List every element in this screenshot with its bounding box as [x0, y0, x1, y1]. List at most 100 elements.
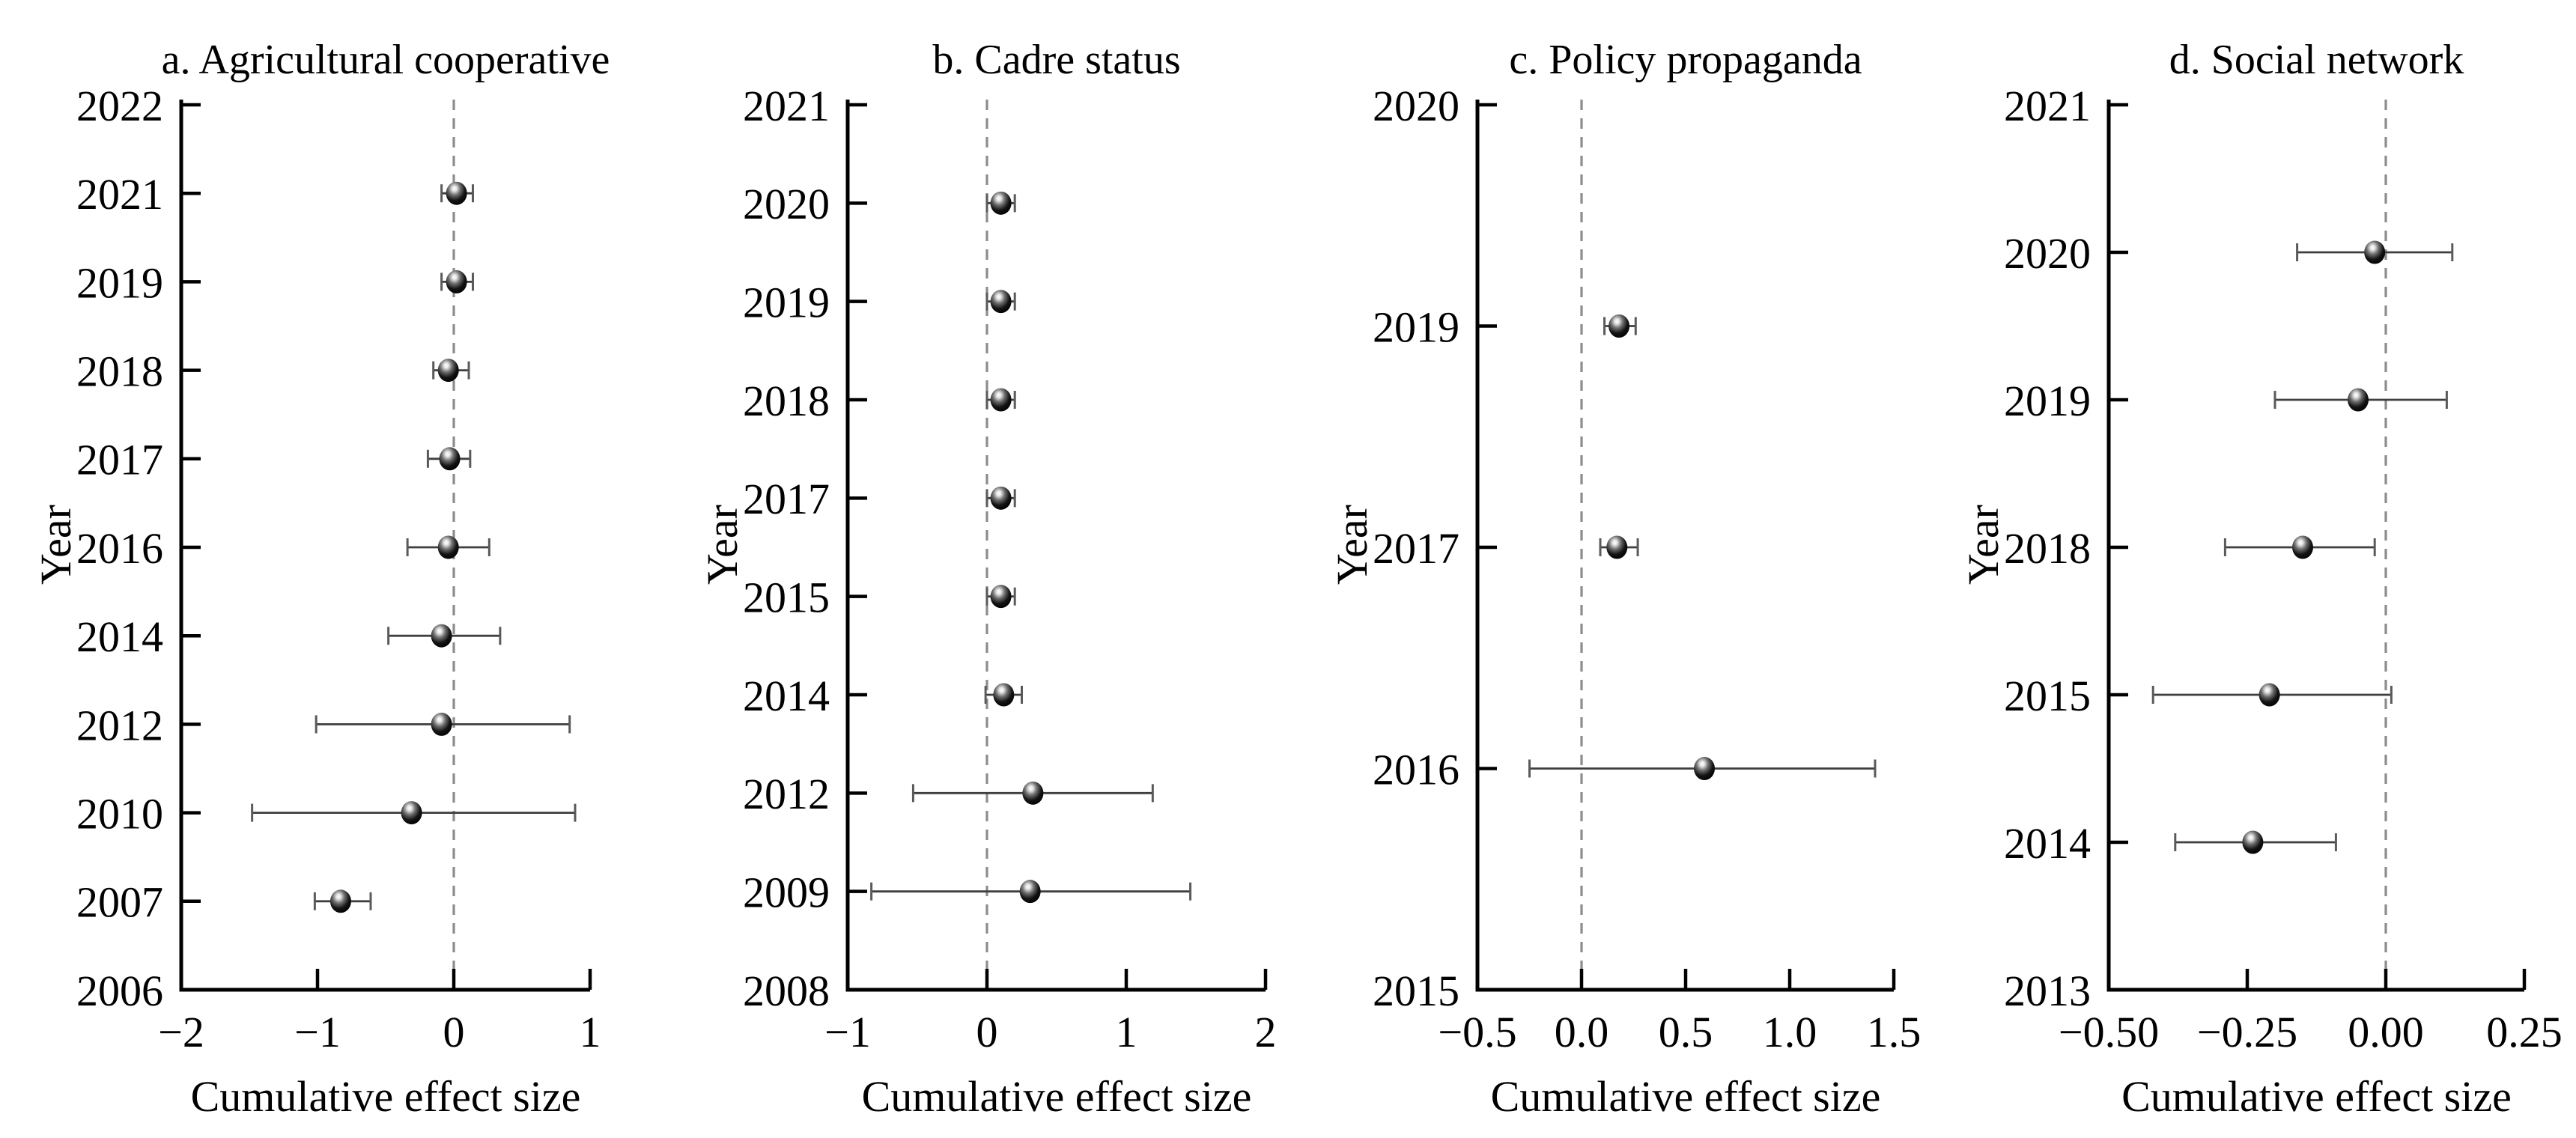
- data-row-2017: [426, 447, 472, 471]
- data-row-2019: [1603, 314, 1637, 338]
- x-tick-label: −1: [294, 1008, 341, 1056]
- x-tick-label: 2: [1255, 1008, 1277, 1056]
- panel-title-a: a. Agricultural cooperative: [162, 37, 610, 83]
- data-row-2014: [984, 683, 1023, 707]
- data-point-marker-2018: [437, 359, 459, 383]
- data-point-marker-2019: [990, 290, 1012, 314]
- y-tick-label-2013: 2013: [2004, 967, 2091, 1015]
- y-tick-label-2018: 2018: [2004, 524, 2091, 573]
- x-tick-label: 1: [1116, 1008, 1137, 1056]
- axis-lines: [2106, 100, 2524, 992]
- y-tick-label-2012: 2012: [743, 770, 830, 818]
- data-point-marker-2017: [990, 486, 1012, 510]
- panel-a: −2 −1 0 1 2022 2021 2019 2018 2017 2016 2014 2012 20…: [31, 37, 610, 1121]
- y-tick-label-2006: 2006: [76, 967, 163, 1015]
- x-axis-label: Cumulative effect size: [862, 1072, 1252, 1121]
- data-point-marker-2012: [1022, 781, 1044, 805]
- data-row-2018: [2223, 535, 2376, 559]
- data-point-marker-2018: [990, 388, 1012, 412]
- x-tick-label: −0.5: [1438, 1008, 1516, 1056]
- data-row-2014: [2174, 830, 2337, 854]
- y-tick-label-2017: 2017: [76, 436, 163, 484]
- data-point-marker-2016: [437, 535, 459, 559]
- data-row-2021: [440, 181, 474, 205]
- data-row-2019: [2273, 388, 2448, 412]
- y-tick-label-2014: 2014: [743, 672, 830, 720]
- panel-title-c: c. Policy propaganda: [1509, 37, 1862, 83]
- data-row-2012: [911, 781, 1154, 805]
- y-tick-label-2021: 2021: [743, 82, 830, 130]
- y-tick-label-2018: 2018: [76, 347, 163, 395]
- data-row-2017: [985, 486, 1016, 510]
- x-tick-label: 0: [976, 1008, 998, 1056]
- data-row-2007: [313, 889, 372, 913]
- y-tick-label-2022: 2022: [76, 82, 163, 130]
- y-tick-label-2020: 2020: [1373, 82, 1459, 130]
- y-tick-label-2010: 2010: [76, 789, 163, 838]
- panel-c: −0.5 0.0 0.5 1.0 1.5 2020 2019 2017 2016 2015 c. P…: [1328, 37, 1921, 1121]
- data-point-marker-2007: [329, 889, 351, 913]
- y-tick-label-2019: 2019: [76, 258, 163, 307]
- data-point-marker-2020: [2364, 240, 2386, 264]
- y-tick-label-2021: 2021: [76, 170, 163, 219]
- x-axis-label: Cumulative effect size: [191, 1072, 581, 1121]
- x-tick-label: 1.0: [1763, 1008, 1817, 1056]
- y-tick-label-2019: 2019: [2004, 377, 2091, 425]
- axis-lines: [179, 100, 590, 992]
- y-tick-label-2020: 2020: [743, 180, 830, 228]
- x-tick-label: 0.25: [2486, 1008, 2563, 1056]
- y-tick-label-2019: 2019: [743, 279, 830, 327]
- x-tick-label: −0.25: [2197, 1008, 2297, 1056]
- x-tick-label: 0.0: [1555, 1008, 1609, 1056]
- y-tick-label-2009: 2009: [743, 868, 830, 917]
- y-tick-label-2015: 2015: [2004, 672, 2091, 720]
- data-row-2010: [251, 801, 577, 825]
- data-row-2015: [985, 585, 1016, 609]
- data-point-marker-2015: [990, 585, 1012, 609]
- axis-lines: [845, 100, 1266, 992]
- data-point-marker-2019: [1609, 314, 1630, 338]
- data-row-2020: [985, 191, 1016, 215]
- data-point-marker-2019: [446, 270, 467, 293]
- panel-d: −0.50 −0.25 0.00 0.25 2021 2020 2019 2018 2015 20…: [1959, 37, 2563, 1121]
- panel-b: −1 0 1 2 2021 2020 2019 2018 2017 2015 2014 2012 200…: [698, 37, 1277, 1121]
- data-row-2016: [406, 535, 490, 559]
- y-axis-label: Year: [31, 505, 80, 585]
- y-axis-label: Year: [1328, 505, 1376, 585]
- x-tick-label: −2: [158, 1008, 204, 1056]
- data-point-marker-2017: [439, 447, 461, 471]
- data-point-marker-2014: [2242, 830, 2264, 854]
- y-tick-label-2016: 2016: [1373, 745, 1459, 794]
- y-tick-label-2012: 2012: [76, 701, 163, 749]
- data-row-2018: [985, 388, 1016, 412]
- data-point-marker-2009: [1019, 880, 1041, 904]
- y-axis-label: Year: [1959, 505, 2008, 585]
- y-tick-label-2008: 2008: [743, 967, 830, 1015]
- data-row-2015: [2151, 683, 2393, 707]
- y-axis-label: Year: [698, 505, 747, 585]
- data-point-marker-2014: [993, 683, 1015, 707]
- panel-title-d: d. Social network: [2169, 37, 2464, 83]
- data-point-marker-2021: [446, 181, 467, 205]
- data-point-marker-2015: [2258, 683, 2280, 707]
- y-tick-label-2015: 2015: [1373, 967, 1459, 1015]
- data-row-2017: [1599, 535, 1639, 559]
- y-tick-label-2014: 2014: [76, 612, 163, 661]
- data-point-marker-2012: [431, 712, 452, 736]
- x-tick-label: 0.00: [2348, 1008, 2424, 1056]
- data-row-2014: [387, 624, 502, 648]
- y-tick-label-2017: 2017: [743, 475, 830, 523]
- y-tick-label-2014: 2014: [2004, 819, 2091, 868]
- panel-title-b: b. Cadre status: [932, 37, 1180, 83]
- data-point-marker-2010: [401, 801, 422, 825]
- data-point-marker-2017: [1606, 535, 1628, 559]
- x-tick-label: 0.5: [1659, 1008, 1713, 1056]
- x-axis-label: Cumulative effect size: [1491, 1072, 1881, 1121]
- data-point-marker-2020: [990, 191, 1012, 215]
- y-tick-label-2016: 2016: [76, 524, 163, 573]
- y-tick-label-2021: 2021: [2004, 82, 2091, 130]
- data-row-2009: [870, 880, 1192, 904]
- x-tick-label: 0: [443, 1008, 465, 1056]
